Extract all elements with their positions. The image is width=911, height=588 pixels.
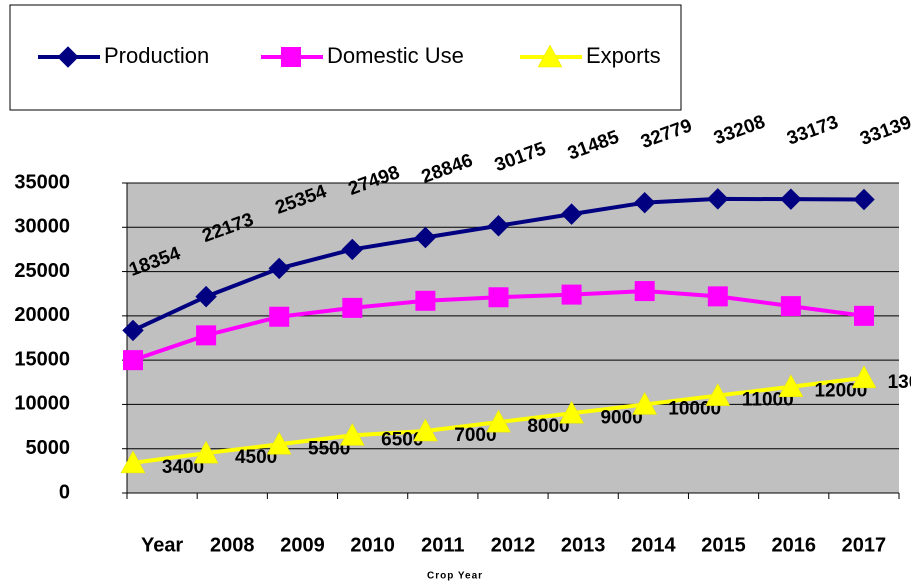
marker bbox=[414, 226, 437, 249]
y-tick-label: 35000 bbox=[14, 171, 70, 193]
marker bbox=[339, 422, 365, 446]
marker bbox=[342, 297, 363, 318]
x-tick-label: 2009 bbox=[280, 534, 325, 556]
marker bbox=[195, 285, 217, 308]
data-label: 9000 bbox=[600, 407, 642, 428]
x-axis-title: Crop Year bbox=[427, 571, 483, 582]
marker bbox=[778, 374, 804, 397]
data-label: 33173 bbox=[784, 112, 841, 150]
marker bbox=[266, 431, 292, 455]
data-label: 31485 bbox=[565, 127, 622, 165]
legend-label: Production bbox=[104, 43, 209, 68]
x-tick-label: 2015 bbox=[701, 534, 746, 556]
x-tick-label: 2012 bbox=[491, 534, 536, 556]
marker bbox=[268, 257, 290, 280]
data-label: 8000 bbox=[527, 416, 569, 437]
marker bbox=[341, 238, 364, 261]
data-label: 3400 bbox=[162, 457, 204, 478]
y-tick-label: 25000 bbox=[14, 260, 70, 282]
x-tick-label: 2014 bbox=[631, 534, 676, 556]
x-tick-label: 2008 bbox=[210, 534, 255, 556]
data-label: 30175 bbox=[492, 138, 549, 176]
marker bbox=[196, 325, 217, 346]
data-label: 28846 bbox=[419, 150, 476, 188]
data-label: 33208 bbox=[711, 112, 768, 150]
marker bbox=[780, 188, 802, 210]
marker bbox=[634, 281, 655, 302]
marker bbox=[537, 44, 563, 68]
marker bbox=[123, 350, 143, 371]
data-label: 13000 bbox=[888, 372, 911, 393]
x-tick-label: 2013 bbox=[561, 534, 606, 556]
marker bbox=[561, 284, 582, 305]
marker bbox=[633, 191, 656, 214]
y-tick-label: 10000 bbox=[14, 393, 70, 415]
y-tick-label: 15000 bbox=[14, 348, 70, 370]
legend-label: Domestic Use bbox=[327, 43, 464, 68]
x-tick-label: 2017 bbox=[842, 534, 887, 556]
y-tick-label: 30000 bbox=[14, 216, 70, 238]
marker bbox=[705, 383, 731, 406]
y-tick-label: 0 bbox=[59, 481, 70, 503]
legend-label: Exports bbox=[586, 43, 661, 68]
marker bbox=[486, 409, 511, 433]
marker bbox=[707, 286, 728, 307]
marker bbox=[120, 450, 146, 474]
marker bbox=[707, 188, 729, 210]
plot-area bbox=[127, 183, 899, 493]
data-label: 6500 bbox=[381, 429, 423, 450]
marker bbox=[488, 287, 509, 308]
marker bbox=[281, 47, 301, 67]
data-label: 5500 bbox=[308, 438, 350, 459]
marker bbox=[560, 203, 583, 225]
marker bbox=[412, 418, 438, 442]
marker bbox=[559, 400, 585, 424]
marker bbox=[193, 440, 219, 464]
marker bbox=[780, 296, 801, 317]
marker bbox=[853, 188, 875, 211]
marker bbox=[487, 215, 510, 237]
marker bbox=[269, 306, 290, 327]
data-label: 4500 bbox=[235, 447, 277, 468]
x-tick-label: Year bbox=[141, 534, 183, 556]
marker bbox=[851, 365, 877, 389]
marker bbox=[632, 391, 658, 415]
marker bbox=[122, 319, 144, 342]
marker bbox=[854, 305, 874, 326]
data-label: 33139 bbox=[857, 112, 911, 150]
x-tick-label: 2010 bbox=[350, 534, 395, 556]
marker bbox=[415, 290, 436, 311]
data-label: 7000 bbox=[454, 425, 496, 446]
y-tick-label: 5000 bbox=[26, 437, 71, 459]
x-tick-label: 2011 bbox=[421, 534, 464, 556]
y-tick-label: 20000 bbox=[14, 304, 70, 326]
data-label: 32779 bbox=[638, 115, 695, 153]
marker bbox=[57, 46, 79, 68]
x-tick-label: 2016 bbox=[771, 534, 816, 556]
